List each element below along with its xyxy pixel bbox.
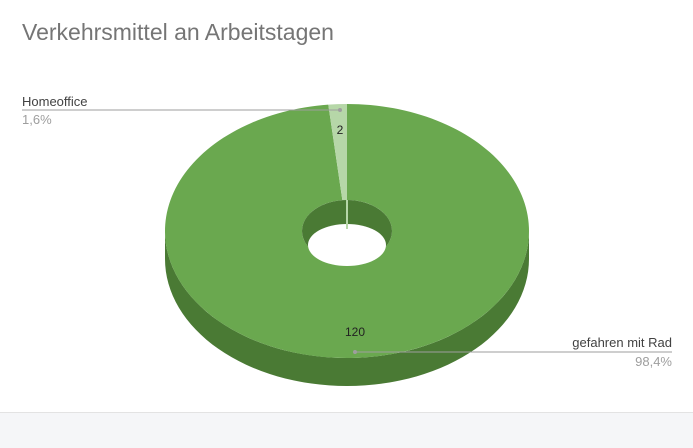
footer-strip — [0, 413, 693, 448]
donut-hole — [308, 224, 386, 266]
slice-homeoffice — [328, 104, 347, 201]
slice-percent-rad: 98,4% — [635, 354, 672, 369]
chart-title: Verkehrsmittel an Arbeitstagen — [22, 19, 334, 45]
leader-dot-homeoffice — [338, 108, 342, 112]
donut-side-outer — [165, 231, 529, 386]
data-label-homeoffice-value: 2 — [337, 123, 344, 137]
slice-gefahren-mit-rad — [165, 104, 530, 359]
slice-label-rad: gefahren mit Rad — [572, 335, 672, 350]
slice-label-homeoffice: Homeoffice — [22, 94, 88, 109]
slice-percent-homeoffice: 1,6% — [22, 112, 52, 127]
donut-chart: 2 120 Homeoffice 1,6% gefahren mit Rad 9… — [22, 94, 672, 386]
leader-dot-rad — [353, 350, 357, 354]
chart-card: Verkehrsmittel an Arbeitstagen 2 120 Hom… — [0, 19, 693, 413]
data-label-rad-value: 120 — [345, 325, 365, 339]
